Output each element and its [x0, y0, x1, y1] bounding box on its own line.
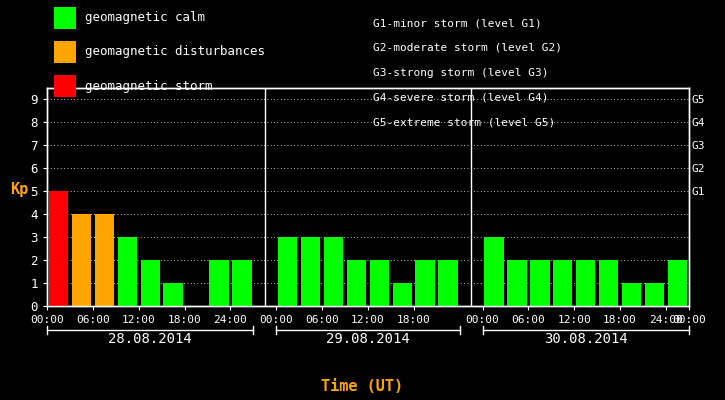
- Bar: [599, 260, 618, 306]
- Bar: [141, 260, 160, 306]
- Bar: [530, 260, 550, 306]
- Bar: [668, 260, 687, 306]
- Text: geomagnetic calm: geomagnetic calm: [85, 12, 205, 24]
- Text: G4-severe storm (level G4): G4-severe storm (level G4): [373, 92, 549, 102]
- Bar: [232, 260, 252, 306]
- Bar: [553, 260, 573, 306]
- Bar: [622, 283, 641, 306]
- Bar: [163, 283, 183, 306]
- Bar: [301, 237, 320, 306]
- Text: Time (UT): Time (UT): [321, 379, 404, 394]
- Bar: [576, 260, 595, 306]
- Y-axis label: Kp: Kp: [10, 182, 28, 197]
- Bar: [324, 237, 344, 306]
- Text: geomagnetic storm: geomagnetic storm: [85, 80, 212, 92]
- Bar: [95, 214, 114, 306]
- Bar: [370, 260, 389, 306]
- Text: geomagnetic disturbances: geomagnetic disturbances: [85, 46, 265, 58]
- Bar: [484, 237, 504, 306]
- Text: G1-minor storm (level G1): G1-minor storm (level G1): [373, 18, 542, 28]
- Bar: [507, 260, 526, 306]
- Bar: [72, 214, 91, 306]
- Bar: [49, 191, 68, 306]
- Bar: [278, 237, 297, 306]
- Text: 29.08.2014: 29.08.2014: [326, 332, 410, 346]
- Bar: [439, 260, 458, 306]
- Bar: [117, 237, 137, 306]
- Text: G3-strong storm (level G3): G3-strong storm (level G3): [373, 68, 549, 78]
- Bar: [645, 283, 664, 306]
- Bar: [415, 260, 435, 306]
- Text: 28.08.2014: 28.08.2014: [108, 332, 192, 346]
- Bar: [392, 283, 412, 306]
- Text: G2-moderate storm (level G2): G2-moderate storm (level G2): [373, 43, 563, 53]
- Bar: [210, 260, 228, 306]
- Text: 30.08.2014: 30.08.2014: [544, 332, 628, 346]
- Bar: [347, 260, 366, 306]
- Text: G5-extreme storm (level G5): G5-extreme storm (level G5): [373, 117, 555, 127]
